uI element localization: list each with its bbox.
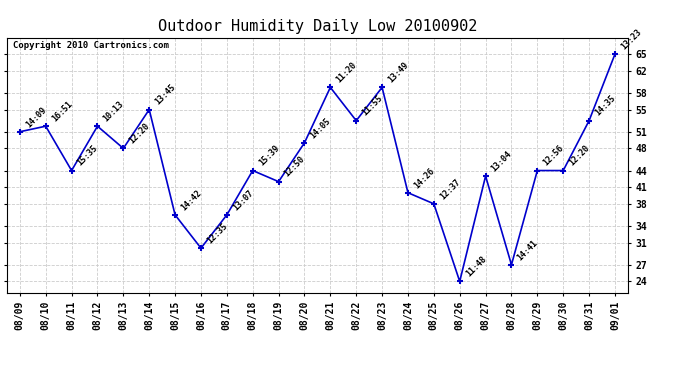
Text: 12:20: 12:20	[567, 144, 591, 168]
Text: Outdoor Humidity Daily Low 20100902: Outdoor Humidity Daily Low 20100902	[158, 19, 477, 34]
Text: 13:07: 13:07	[231, 188, 255, 212]
Text: 14:35: 14:35	[593, 94, 618, 118]
Text: 13:23: 13:23	[619, 27, 643, 51]
Text: 14:05: 14:05	[308, 116, 333, 140]
Text: 15:39: 15:39	[257, 144, 281, 168]
Text: 12:35: 12:35	[205, 221, 229, 245]
Text: 14:42: 14:42	[179, 188, 204, 212]
Text: 14:09: 14:09	[24, 105, 48, 129]
Text: 12:37: 12:37	[438, 177, 462, 201]
Text: 14:26: 14:26	[412, 166, 436, 190]
Text: 13:49: 13:49	[386, 61, 411, 85]
Text: 16:51: 16:51	[50, 99, 74, 123]
Text: 11:55: 11:55	[360, 94, 384, 118]
Text: 14:41: 14:41	[515, 238, 540, 262]
Text: 10:13: 10:13	[101, 99, 126, 123]
Text: 12:50: 12:50	[283, 155, 307, 179]
Text: 15:35: 15:35	[76, 144, 100, 168]
Text: 11:20: 11:20	[335, 61, 359, 85]
Text: Copyright 2010 Cartronics.com: Copyright 2010 Cartronics.com	[13, 41, 169, 50]
Text: 12:56: 12:56	[542, 144, 566, 168]
Text: 11:48: 11:48	[464, 255, 488, 279]
Text: 12:20: 12:20	[128, 122, 152, 146]
Text: 13:04: 13:04	[490, 149, 514, 173]
Text: 13:45: 13:45	[153, 83, 177, 107]
